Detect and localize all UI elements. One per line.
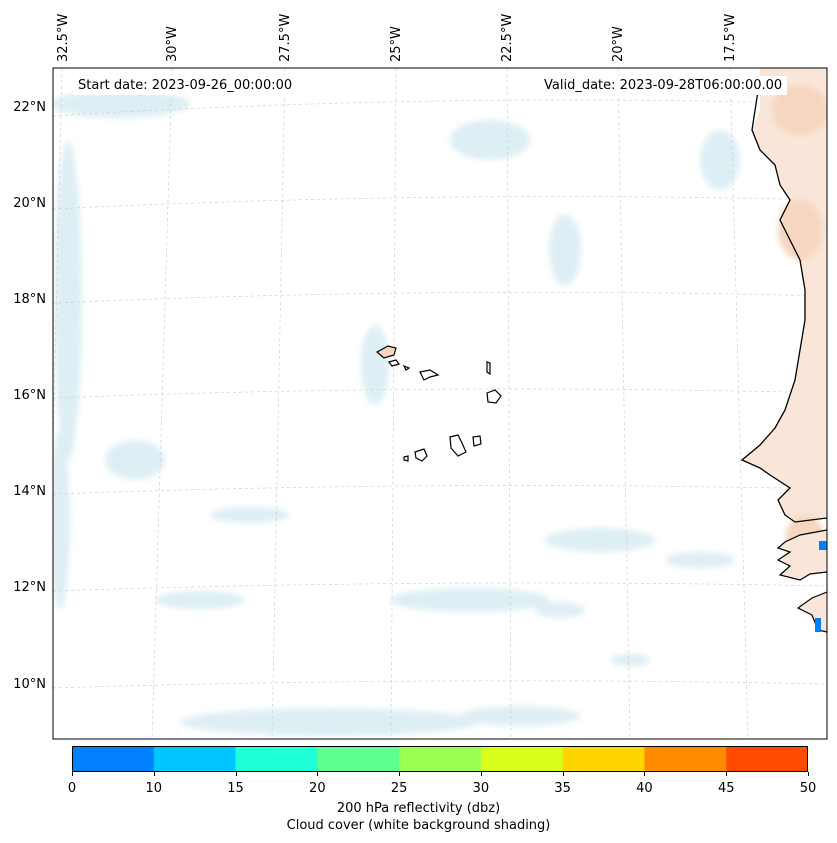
colorbar-ticks: 0 10 15 20 25 30 35 40 45 50 [68,772,816,796]
colorbar-segment [235,746,318,772]
island-santo-antao [375,345,397,359]
island-maio [472,435,482,447]
colorbar-segment [317,746,400,772]
colorbar-frame [72,746,808,772]
longitude-labels: 32.5°W 30°W 27.5°W 25°W 22.5°W 20°W 17.5… [56,14,738,62]
island-sao-nicolau [419,369,440,381]
latitude-labels: 22°N 20°N 18°N 16°N 14°N 12°N 10°N [13,100,46,692]
colorbar-segment [153,746,237,772]
graticule [53,68,827,739]
colorbar-tick-label: 10 [145,781,163,796]
colorbar-tick-label: 25 [390,781,408,796]
colorbar-tick-label: 40 [636,781,653,796]
lat-label: 14°N [13,484,46,499]
map-area [53,68,827,739]
lon-label: 27.5°W [278,14,293,62]
colorbar-tick-label: 35 [554,781,571,796]
colorbar-tick [72,772,73,776]
lon-label: 25°W [389,26,404,62]
colorbar [72,746,808,772]
colorbar-tick-label: 45 [717,781,735,796]
island-santa-luzia [402,364,411,371]
colorbar-segment [72,746,155,772]
colorbar-segment [480,746,564,772]
colorbar-segment [726,746,808,772]
colorbar-tick [644,772,646,776]
colorbar-tick [562,772,564,776]
gambia-guinea-coast [776,529,827,581]
colorbar-label-reflectivity: 200 hPa reflectivity (dbz) [336,801,501,816]
colorbar-tick [726,772,728,776]
island-sao-vicente [387,359,401,367]
colorbar-tick [808,772,809,776]
lon-label: 17.5°W [723,14,738,62]
colorbar-tick-label: 0 [67,781,77,796]
lat-label: 20°N [13,196,46,211]
lat-label: 18°N [13,292,46,307]
colorbar-tick [153,772,155,776]
colorbar-tick [317,772,319,776]
colorbar-segment [399,746,482,772]
valid-date-label: Valid_date: 2023-09-28T06:00:00.00 [539,76,788,95]
cabo-verde-islands [375,345,502,462]
africa-coastline [740,77,827,523]
colorbar-segment [644,746,727,772]
colorbar-tick-label: 15 [227,781,244,796]
lat-label: 12°N [13,580,46,595]
reflectivity-cell-1 [819,541,827,550]
colorbar-tick [399,772,401,776]
colorbar-label-cloud-cover: Cloud cover (white background shading) [286,818,551,833]
cloud-cover-shading [53,90,740,736]
lat-label: 10°N [13,677,46,692]
lon-label: 22.5°W [500,14,515,62]
lat-label: 16°N [13,388,46,403]
lon-label: 20°W [611,26,626,62]
lon-label: 30°W [165,26,180,62]
island-fogo [414,448,428,462]
reflectivity-cell-2 [815,618,821,632]
island-santiago [449,434,467,457]
island-brava [403,455,409,462]
lat-label: 22°N [13,100,46,115]
colorbar-tick [235,772,237,776]
start-date-label: Start date: 2023-09-26_00:00:00 [73,76,298,95]
colorbar-tick-label: 50 [799,781,817,796]
colorbar-tick [480,772,482,776]
colorbar-tick-label: 20 [309,781,326,796]
lon-label: 32.5°W [56,14,71,62]
colorbar-tick-label: 30 [472,781,490,796]
island-boa-vista [486,389,502,404]
map-frame [52,67,828,740]
island-sal [486,361,491,376]
colorbar-segment [562,746,645,772]
africa-landmass [742,68,827,522]
